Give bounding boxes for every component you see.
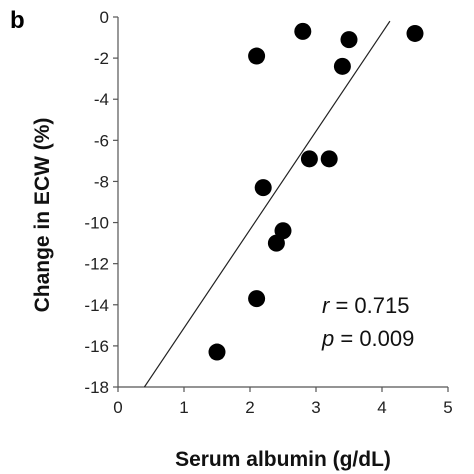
data-point bbox=[254, 179, 272, 197]
y-axis-title: Change in ECW (%) bbox=[31, 118, 54, 313]
data-point bbox=[333, 57, 351, 75]
p-symbol: p bbox=[321, 326, 334, 351]
data-point bbox=[320, 150, 338, 168]
x-tick-label: 1 bbox=[179, 398, 188, 417]
y-tick-label: 0 bbox=[100, 8, 109, 27]
y-tick-label: -8 bbox=[94, 172, 109, 191]
y-tick-label: -4 bbox=[94, 90, 109, 109]
p-value: = 0.009 bbox=[334, 326, 414, 351]
y-axis-ticks: 0 -2 -4 -6 -8 -10 -12 -14 -16 -18 bbox=[84, 8, 118, 397]
data-point bbox=[340, 31, 358, 49]
x-tick-label: 0 bbox=[113, 398, 122, 417]
y-tick-label: -12 bbox=[84, 255, 109, 274]
correlation-annotation: r = 0.715 bbox=[322, 293, 409, 318]
data-point bbox=[248, 290, 266, 308]
p-value-annotation: p = 0.009 bbox=[321, 326, 414, 351]
data-point bbox=[294, 22, 312, 40]
r-symbol: r bbox=[322, 293, 331, 318]
data-point bbox=[208, 343, 226, 361]
y-tick-label: -10 bbox=[84, 214, 109, 233]
data-point bbox=[274, 222, 292, 240]
data-point bbox=[248, 47, 266, 65]
y-tick-label: -16 bbox=[84, 337, 109, 356]
r-value: = 0.715 bbox=[329, 293, 409, 318]
x-axis-ticks: 0 1 2 3 4 5 bbox=[113, 387, 453, 417]
y-tick-label: -14 bbox=[84, 296, 109, 315]
y-tick-label: -6 bbox=[94, 131, 109, 150]
y-tick-label: -18 bbox=[84, 378, 109, 397]
data-point bbox=[300, 150, 318, 168]
panel-letter: b bbox=[10, 7, 25, 34]
x-axis-title: Serum albumin (g/dL) bbox=[175, 448, 391, 471]
x-tick-label: 2 bbox=[245, 398, 254, 417]
x-tick-label: 4 bbox=[377, 398, 386, 417]
x-tick-label: 3 bbox=[311, 398, 320, 417]
data-point bbox=[406, 24, 424, 42]
x-tick-label: 5 bbox=[443, 398, 452, 417]
data-points bbox=[208, 22, 424, 361]
y-tick-label: -2 bbox=[94, 49, 109, 68]
regression-line bbox=[143, 20, 391, 388]
